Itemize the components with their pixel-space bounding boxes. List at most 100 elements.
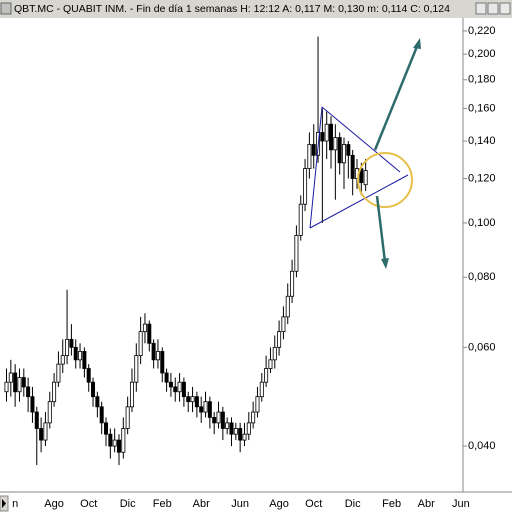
candle-body <box>350 154 355 179</box>
y-tick-label: 0,060 <box>468 341 496 353</box>
candle-body <box>26 386 31 398</box>
candle-body <box>121 428 126 453</box>
candle-body <box>242 433 247 441</box>
x-tick-label: Dic <box>120 498 136 510</box>
y-tick-label: 0,140 <box>468 135 496 147</box>
x-tick-label: Dic <box>345 498 361 510</box>
candle-body <box>303 168 308 205</box>
candle-body <box>194 396 199 408</box>
candle-body <box>264 368 269 383</box>
arrow-up <box>373 43 420 151</box>
y-tick-label: 0,220 <box>468 25 496 37</box>
candle-body <box>142 323 147 333</box>
candle-body <box>199 406 204 413</box>
candle-body <box>43 422 48 441</box>
candle-body <box>186 396 191 403</box>
candle-body <box>160 351 165 374</box>
candle-body <box>346 144 351 156</box>
minimize-button[interactable] <box>475 2 487 15</box>
annotations <box>309 38 421 269</box>
arrow-head <box>381 258 389 269</box>
candle-body <box>307 144 312 170</box>
arrow-down <box>375 195 387 263</box>
x-tick-label: Oct <box>305 498 322 510</box>
x-tick-label: Abr <box>418 498 435 510</box>
candle-body <box>78 351 83 361</box>
candle-body <box>277 331 282 348</box>
candle-body <box>155 351 160 361</box>
header-icon[interactable] <box>0 2 12 15</box>
candle-body <box>251 411 256 424</box>
candle-body <box>337 137 342 164</box>
candle-body <box>108 433 113 447</box>
candle-body <box>86 368 91 383</box>
candle-body <box>329 123 334 151</box>
candle-body <box>73 346 78 361</box>
candle-body <box>363 170 368 186</box>
candle-body <box>21 377 26 388</box>
x-tick-label: n <box>12 498 18 510</box>
candle-body <box>203 401 208 413</box>
candle-body <box>225 422 230 429</box>
candle-body <box>147 323 152 344</box>
scroll-arrow <box>2 499 6 508</box>
candle-body <box>216 411 221 424</box>
candle-body <box>4 381 9 393</box>
candle-body <box>17 377 22 393</box>
y-tick-label: 0,080 <box>468 271 496 283</box>
plot-area <box>4 36 368 466</box>
y-tick-label: 0,040 <box>468 440 496 452</box>
candle-body <box>333 137 338 151</box>
candle-body <box>39 428 44 441</box>
candle-body <box>173 386 178 393</box>
candle-body <box>212 417 217 424</box>
candle-body <box>298 203 303 236</box>
candle-body <box>294 235 299 272</box>
y-tick-label: 0,160 <box>468 102 496 114</box>
candle-body <box>99 406 104 424</box>
candle-body <box>60 355 65 365</box>
candle-body <box>259 381 264 398</box>
candle-body <box>238 428 243 441</box>
candle-body <box>82 351 87 369</box>
x-tick-label: Feb <box>153 498 172 510</box>
candle-body <box>13 372 18 393</box>
trend-line <box>321 106 401 173</box>
candle-body <box>129 381 134 408</box>
candle-body <box>65 338 70 357</box>
highlight-circle <box>357 152 413 208</box>
candle-body <box>233 428 238 435</box>
candle-body <box>52 381 57 403</box>
close-button[interactable] <box>499 2 511 15</box>
candle-body <box>207 401 212 418</box>
candle-body <box>342 144 347 164</box>
candle-body <box>30 396 35 413</box>
candle-body <box>220 411 225 429</box>
candle-body <box>320 132 325 142</box>
y-tick-label: 0,200 <box>468 48 496 60</box>
x-tick-label: Jun <box>231 498 249 510</box>
candle-body <box>34 411 39 429</box>
candle-body <box>138 331 143 357</box>
candle-body <box>134 355 139 383</box>
x-tick-label: Jun <box>452 498 470 510</box>
candle-body <box>246 422 251 435</box>
candle-body <box>95 396 100 408</box>
candle-body <box>8 372 13 383</box>
candle-body <box>56 363 61 383</box>
maximize-button[interactable] <box>487 2 499 15</box>
candle-body <box>104 422 109 435</box>
candle-body <box>255 396 260 413</box>
x-tick-label: Abr <box>193 498 210 510</box>
candle-body <box>47 401 52 424</box>
candle-body <box>229 422 234 435</box>
candle-body <box>311 144 316 156</box>
candle-body <box>112 439 117 447</box>
x-tick-label: Ago <box>269 498 289 510</box>
candle-body <box>281 316 286 333</box>
arrow-head <box>413 38 421 49</box>
candle-body <box>164 372 169 383</box>
candle-body <box>69 338 74 348</box>
